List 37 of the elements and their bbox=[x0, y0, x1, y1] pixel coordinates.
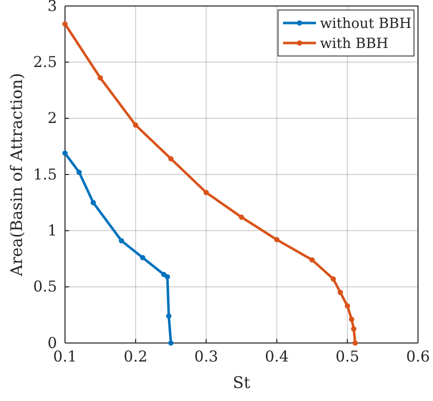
point bbox=[352, 340, 358, 346]
y-tick-label: 2 bbox=[47, 109, 57, 128]
y-tick-label: 1.5 bbox=[33, 165, 57, 184]
point bbox=[166, 313, 172, 319]
y-axis-title: Area(Basin of Attraction) bbox=[7, 72, 26, 278]
point bbox=[132, 122, 138, 128]
point bbox=[62, 150, 68, 156]
point bbox=[330, 276, 336, 282]
legend-label: with BBH bbox=[320, 36, 388, 52]
x-tick-label: 0.6 bbox=[406, 348, 430, 366]
x-tick-label: 0.3 bbox=[194, 348, 218, 366]
point bbox=[168, 340, 174, 346]
point bbox=[76, 170, 82, 175]
point bbox=[90, 200, 96, 206]
y-tick-label: 2.5 bbox=[33, 52, 57, 71]
x-tick-label: 0.2 bbox=[124, 348, 148, 366]
x-tick-label: 0.4 bbox=[264, 348, 289, 366]
point bbox=[164, 274, 170, 280]
y-tick-label: 1 bbox=[47, 221, 57, 240]
point bbox=[344, 303, 350, 309]
y-tick-label: 3 bbox=[47, 0, 57, 15]
point bbox=[348, 316, 354, 322]
point bbox=[140, 254, 146, 260]
x-axis-title: St bbox=[232, 373, 251, 392]
point bbox=[168, 156, 174, 162]
point bbox=[274, 237, 280, 242]
point bbox=[309, 257, 315, 263]
point bbox=[238, 214, 244, 220]
point bbox=[98, 75, 103, 81]
point bbox=[351, 326, 356, 332]
point bbox=[338, 290, 343, 296]
legend-label: without BBH bbox=[320, 16, 412, 32]
point bbox=[118, 238, 124, 244]
point bbox=[62, 21, 68, 27]
y-tick-label: 0.5 bbox=[33, 278, 57, 296]
point bbox=[204, 190, 209, 196]
x-tick-label: 0.5 bbox=[335, 348, 360, 366]
